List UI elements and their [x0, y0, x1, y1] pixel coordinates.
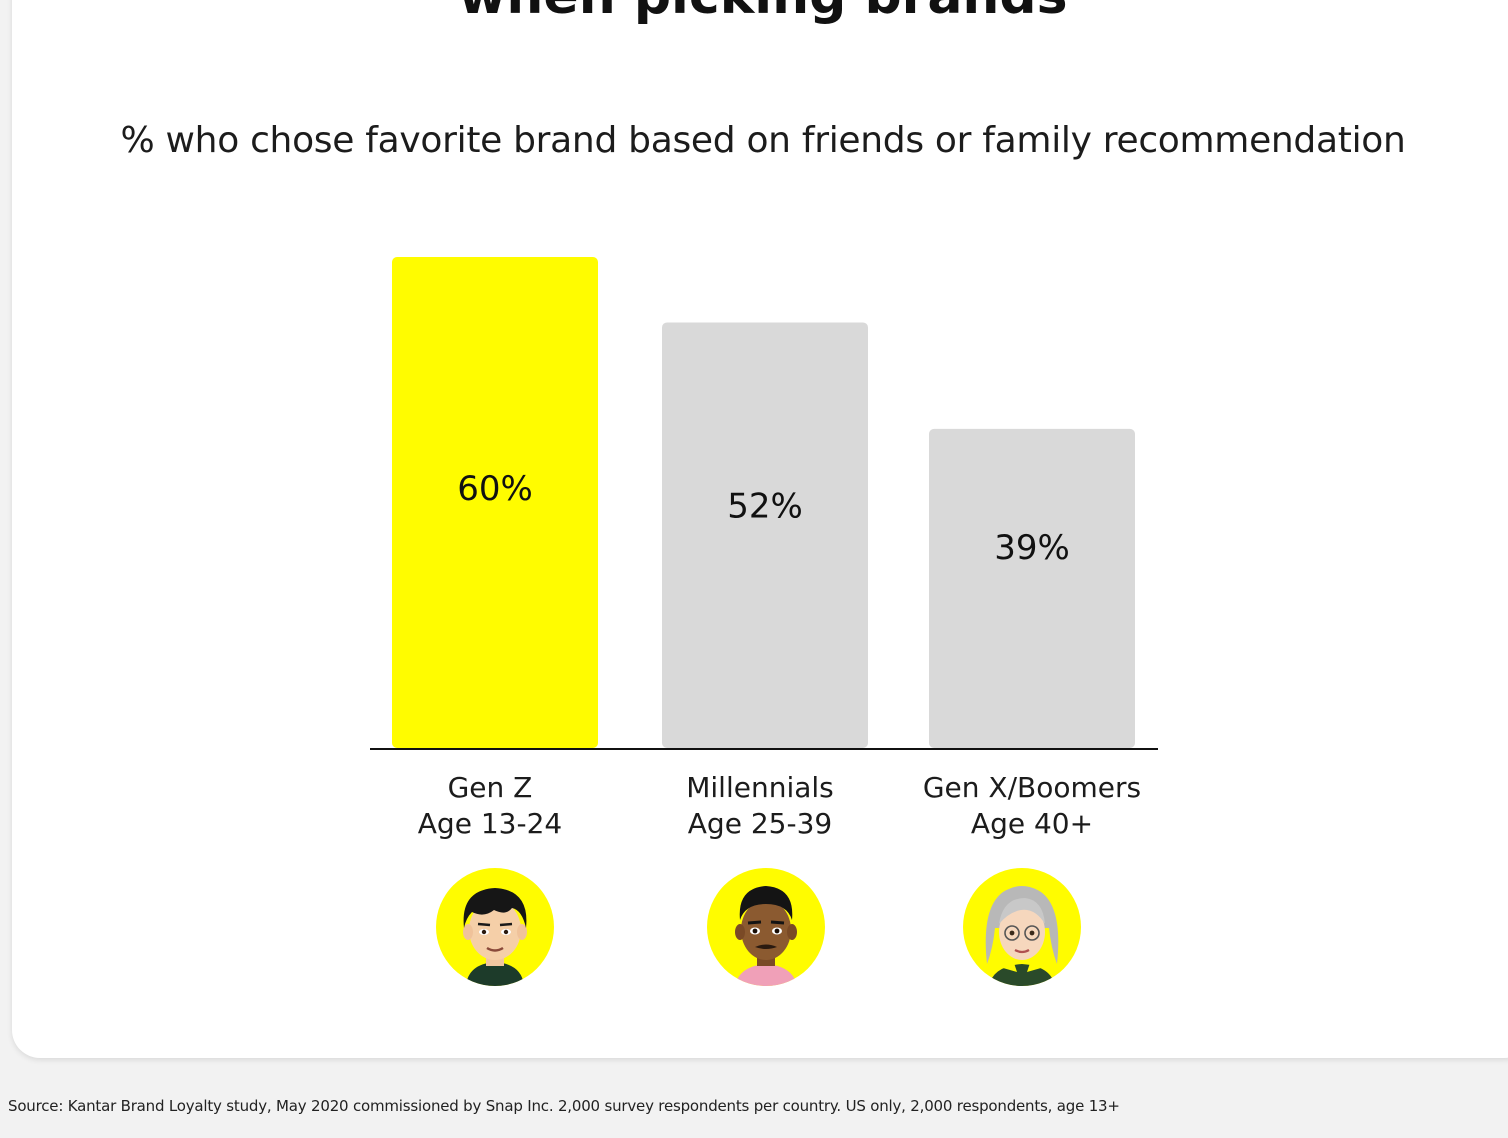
bar-0 — [392, 257, 598, 748]
category-sublabel-0: Age 13-24 — [418, 807, 562, 840]
chart-subtitle: % who chose favorite brand based on frie… — [120, 120, 1406, 161]
gen-z-avatar-icon — [436, 868, 554, 986]
chart-title: when picking brands — [0, 0, 1508, 26]
bar-value-label-0: 60% — [457, 469, 533, 509]
millennial-avatar-icon — [707, 868, 825, 986]
bar-value-label-1: 52% — [727, 486, 803, 526]
category-sublabel-2: Age 40+ — [971, 807, 1093, 840]
category-sublabel-1: Age 25-39 — [688, 807, 832, 840]
bar-1 — [662, 322, 868, 748]
category-label-1: Millennials — [686, 771, 834, 804]
gen-x-boomer-avatar-icon — [963, 868, 1081, 986]
bar-value-label-2: 39% — [994, 528, 1070, 568]
category-label-0: Gen Z — [448, 771, 533, 804]
source-note: Source: Kantar Brand Loyalty study, May … — [8, 1097, 1120, 1115]
bar-2 — [929, 428, 1135, 748]
category-label-2: Gen X/Boomers — [923, 771, 1141, 804]
